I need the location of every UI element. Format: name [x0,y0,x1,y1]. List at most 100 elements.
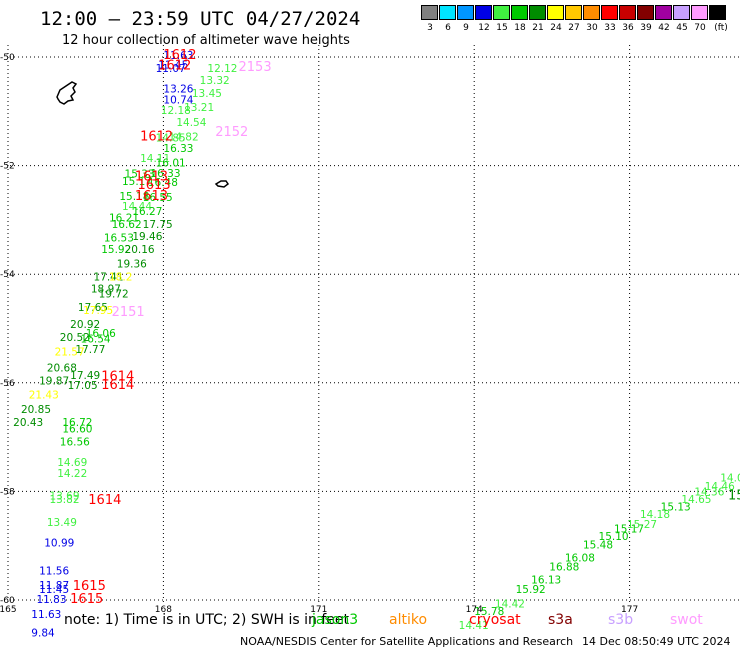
wave-height-label: 14.42 [495,598,525,610]
wave-height-label: 19.46 [132,231,162,243]
campbell-island [214,180,230,188]
wave-height-label: 16.13 [531,574,561,586]
wave-height-label: 15.78 [474,606,504,618]
legend-swatch [691,5,708,20]
wave-height-label: 15.48 [583,540,613,552]
legend-label: 30 [586,23,598,33]
wave-height-label: 12.18 [161,105,191,117]
page-title: 12:00 — 23:59 UTC 04/27/2024 [40,8,361,30]
auckland-islands [56,81,78,105]
wave-height-label: 18.2 [109,271,132,283]
wave-height-label: 19.72 [99,289,129,301]
wave-height-label: 16.55 [143,192,173,204]
legend-swatch [493,5,510,20]
legend-label: 15 [496,23,508,33]
pass-time-label: 1612 [140,129,173,144]
pass-time-label: 2153 [239,60,272,75]
wave-height-label: 16.54 [81,333,111,345]
wave-height-label: 16.08 [565,553,595,565]
satellite-label: s3a [548,612,573,628]
pass-time-label: 1614 [101,369,134,384]
wave-height-label: 15.17 [122,176,152,188]
wave-height-label: 17.77 [75,344,105,356]
pass-time-label: 1614 [88,493,121,508]
pass-time-label: 2151 [112,305,145,320]
wave-height-label: 13.82 [49,494,79,506]
longitude-tick-label: 174 [466,605,483,615]
wave-height-label: 14.11 [140,153,170,165]
pass-time-label: 1615 [73,579,106,594]
latitude-tick-label: -50 [0,53,15,63]
legend-label: 6 [445,23,451,33]
wave-height-label: 11.56 [39,566,69,578]
wave-height-label: 17.75 [143,219,173,231]
wave-height-label: 16.27 [132,206,162,218]
latitude-tick-label: -52 [0,162,15,172]
wave-height-label: 16.60 [62,423,92,435]
wave-height-label: 16.48 [148,177,178,189]
wave-height-label: 13.49 [47,517,77,529]
wave-height-label: 14.41 [459,620,489,632]
legend-label: 36 [622,23,634,33]
legend-swatch [673,5,690,20]
pass-time-label: 1612 [163,48,196,63]
wave-height-label: 20.43 [13,417,43,429]
legend-label: 33 [604,23,616,33]
legend-label: 3 [427,23,433,33]
pass-time-label: 1613 [135,169,168,184]
latitude-tick-label: -56 [0,379,15,389]
wave-height-label: 17.95 [83,305,113,317]
wave-height-label: 18.97 [91,283,121,295]
wave-height-label: 15.33 [125,169,155,181]
longitude-tick-label: 165 [0,605,17,615]
legend-label: 24 [550,23,562,33]
wave-height-label: 20.52 [60,332,90,344]
wave-height-label: 20.68 [47,363,77,375]
longitude-tick-label: 168 [155,605,172,615]
wave-height-label: 14.36 [694,486,724,498]
wave-height-label: 9.84 [31,628,55,640]
wave-height-label: 16.01 [156,157,186,169]
wave-height-label: 13.69 [49,491,79,503]
wave-height-label: 17.41 [93,271,123,283]
legend-swatch [475,5,492,20]
wave-height-label: 11.07 [156,63,186,75]
legend-label: 18 [514,23,526,33]
longitude-tick-label: 171 [310,605,327,615]
wave-height-label: 14.82 [169,131,199,143]
wave-height-label: 11.87 [39,580,69,592]
legend-swatch [529,5,546,20]
latitude-tick-label: -60 [0,596,15,606]
wave-height-label: 21.43 [29,390,59,402]
wave-height-label: 15.18 [119,191,149,203]
wave-height-label: 11.45 [39,584,69,596]
legend-swatch [655,5,672,20]
latitude-tick-label: -54 [0,270,15,280]
wave-height-label: 15.17 [614,523,644,535]
pass-time-label: 1615 [70,592,103,607]
legend-label: 39 [640,23,652,33]
satellite-label: cryosat [469,612,521,628]
wave-height-label: 14.05 [720,472,740,484]
pass-time-label: 1612 [158,59,191,74]
wave-height-label: 14.85 [156,132,186,144]
pass-time-label: 1613 [138,178,171,193]
wave-height-label: 15.13 [661,502,691,514]
wave-height-label: 15.27 [627,519,657,531]
satellite-label: s3b [608,612,634,628]
satellite-label: jason3 [312,612,359,628]
generated-timestamp: 14 Dec 08:50:49 UTC 2024 [582,635,731,648]
wave-height-label: 11.63 [31,609,61,621]
legend-swatch [547,5,564,20]
wave-height-label: 16.33 [150,168,180,180]
legend-swatch [619,5,636,20]
legend-label: 70 [694,23,706,33]
satellite-label: altiko [389,612,428,628]
map-grid [7,45,740,605]
wave-height-label: 16.06 [86,328,116,340]
wave-height-label: 10.74 [163,94,193,106]
axis-tick-labels: 165 168 171 174 177 -50 -52 -54 -56 -58 -60 [0,53,638,615]
wave-height-label: 20.92 [70,319,100,331]
wave-height-label: 11.45 [158,60,188,72]
